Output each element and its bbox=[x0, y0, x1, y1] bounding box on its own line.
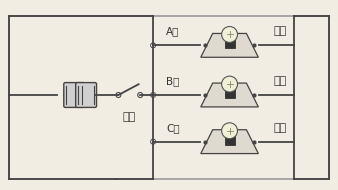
Bar bbox=[9, 16, 329, 179]
Bar bbox=[224, 135, 235, 145]
Bar bbox=[224, 88, 235, 98]
Circle shape bbox=[151, 93, 155, 97]
Circle shape bbox=[222, 76, 238, 92]
Polygon shape bbox=[201, 33, 258, 57]
Text: C点: C点 bbox=[166, 123, 180, 133]
Text: 红灯: 红灯 bbox=[273, 26, 287, 36]
Bar bbox=[224, 38, 235, 48]
Text: 黄灯: 黄灯 bbox=[273, 76, 287, 86]
Circle shape bbox=[222, 26, 238, 42]
Polygon shape bbox=[201, 130, 258, 154]
Polygon shape bbox=[201, 83, 258, 107]
FancyBboxPatch shape bbox=[76, 83, 97, 107]
FancyBboxPatch shape bbox=[64, 83, 84, 107]
Text: A点: A点 bbox=[166, 26, 180, 36]
Circle shape bbox=[151, 43, 155, 48]
Circle shape bbox=[222, 123, 238, 139]
Circle shape bbox=[138, 93, 143, 97]
Text: B点: B点 bbox=[166, 76, 180, 86]
Text: 开关: 开关 bbox=[123, 112, 136, 122]
Circle shape bbox=[151, 139, 155, 144]
Text: 绿灯: 绿灯 bbox=[273, 123, 287, 133]
Circle shape bbox=[116, 93, 121, 97]
